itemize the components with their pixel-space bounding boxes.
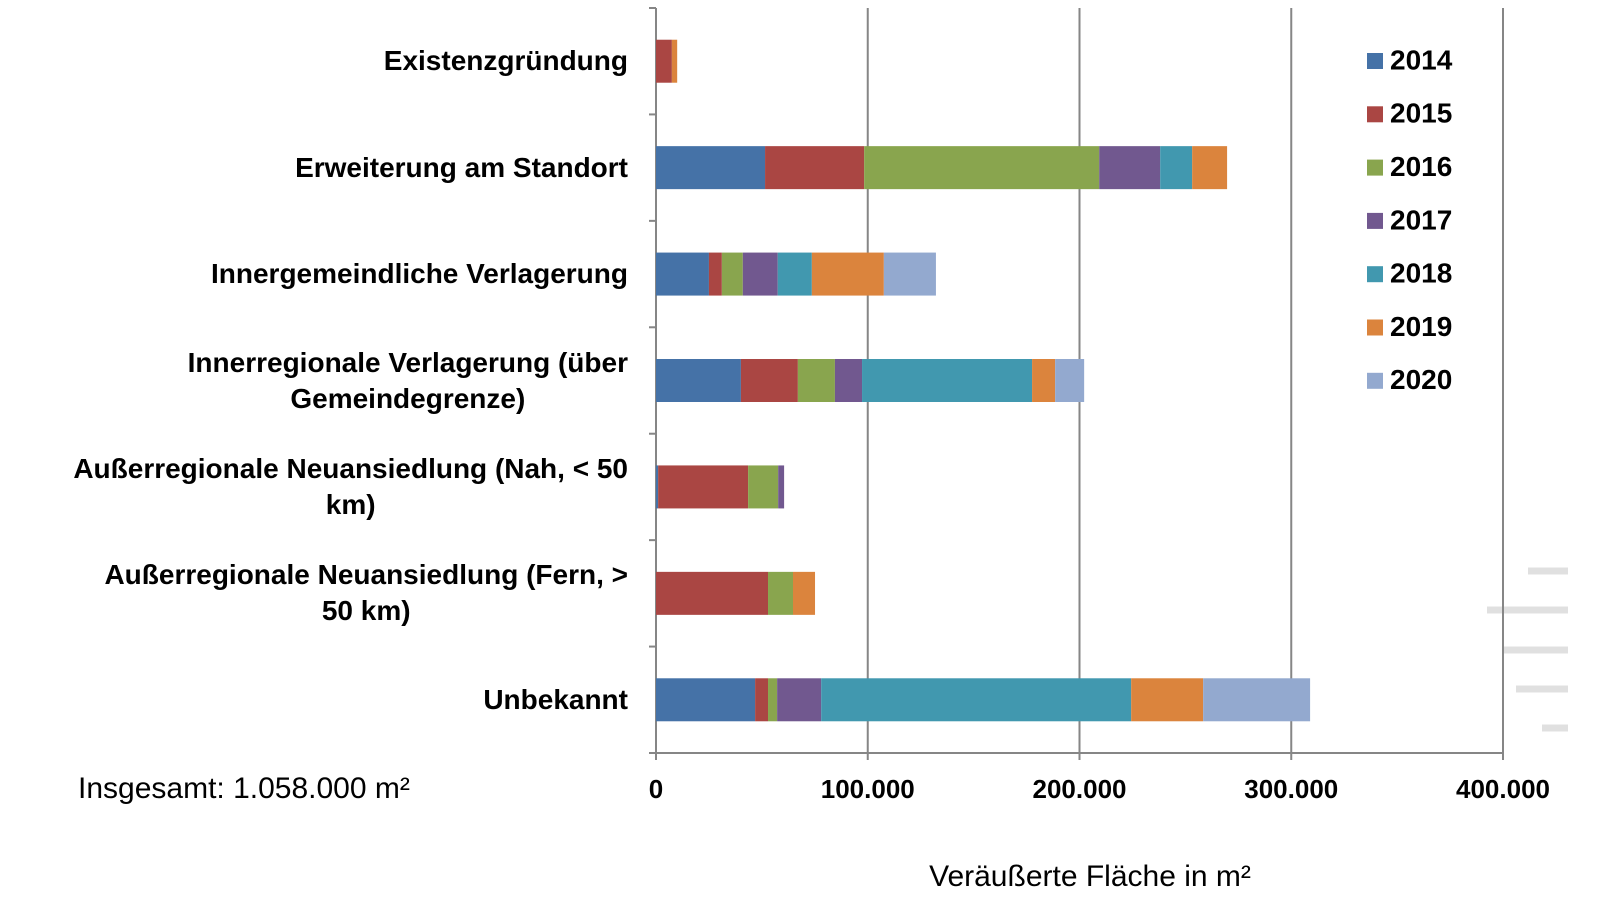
bar-segment [864, 146, 1100, 190]
category-label: Innergemeindliche Verlagerung [210, 258, 628, 290]
bar-segment [656, 571, 769, 615]
category-label: Existenzgründung [383, 45, 628, 77]
x-tick-label: 200.000 [1033, 774, 1127, 804]
bar-segment [671, 39, 678, 83]
bar-segment [721, 252, 743, 296]
bar-segment [765, 146, 865, 190]
bar-segment [778, 465, 785, 509]
bar-segment [862, 359, 1033, 402]
bar-segment [834, 359, 863, 402]
category-label: Außerregionale Neuansiedlung (Nah, < 50 … [73, 452, 628, 520]
bar-segment [883, 252, 936, 296]
category-label: Erweiterung am Standort [295, 151, 628, 183]
bar-segment [797, 359, 835, 402]
annotation: Insgesamt: 1.058.000 m² [78, 772, 410, 805]
legend-swatch [1367, 159, 1383, 176]
legend-label: 2018 [1390, 258, 1452, 289]
bar-segment [811, 252, 884, 296]
legend-swatch [1367, 266, 1383, 283]
legend-label: 2017 [1390, 204, 1452, 235]
x-axis-title: Veräußerte Fläche in m² [929, 860, 1251, 893]
legend-swatch [1367, 53, 1383, 69]
legend-label: 2015 [1390, 98, 1452, 129]
bar-segment [742, 252, 778, 296]
legend-swatch [1367, 106, 1383, 123]
bar-segment [1055, 359, 1085, 402]
legend-label: 2016 [1390, 151, 1452, 182]
bar-segment [708, 252, 722, 296]
bar-segment [768, 571, 794, 615]
bar-segment [748, 465, 779, 509]
bar-segment [656, 39, 672, 83]
bar-segment [658, 465, 749, 509]
bar-segment [777, 252, 812, 296]
bar-segment [1131, 678, 1204, 722]
bar-segment [656, 146, 766, 190]
legend-label: 2019 [1390, 311, 1452, 342]
bar-segment [755, 678, 769, 722]
legend-swatch [1367, 212, 1383, 229]
bar-segment [793, 571, 816, 615]
legend-label: 2014 [1390, 44, 1453, 75]
bar-segment [1203, 678, 1311, 722]
bar-segment [656, 252, 709, 296]
bar-segment [1192, 146, 1228, 190]
bar-segment [1032, 359, 1056, 402]
legend-swatch [1367, 372, 1383, 389]
x-tick-label: 0 [649, 774, 663, 804]
bar-segment [656, 359, 741, 402]
x-tick-label: 400.000 [1456, 774, 1550, 804]
bar-segment [656, 465, 659, 509]
decoration [1487, 567, 1568, 732]
bar-segment [656, 678, 756, 722]
category-label: Unbekannt [483, 683, 628, 715]
bar-segment [1160, 146, 1193, 190]
bar-segment [1099, 146, 1161, 190]
x-tick-label: 300.000 [1244, 774, 1338, 804]
bar-segment [821, 678, 1132, 722]
bar-segment [740, 359, 798, 402]
category-label: Innerregionale Verlagerung (über Gemeind… [187, 346, 628, 414]
legend-swatch [1367, 319, 1383, 336]
x-tick-label: 100.000 [821, 774, 915, 804]
bar-segment [768, 678, 778, 722]
bar-segment [777, 678, 822, 722]
category-label: Außerregionale Neuansiedlung (Fern, > 50… [104, 559, 628, 627]
legend-label: 2020 [1390, 364, 1452, 395]
